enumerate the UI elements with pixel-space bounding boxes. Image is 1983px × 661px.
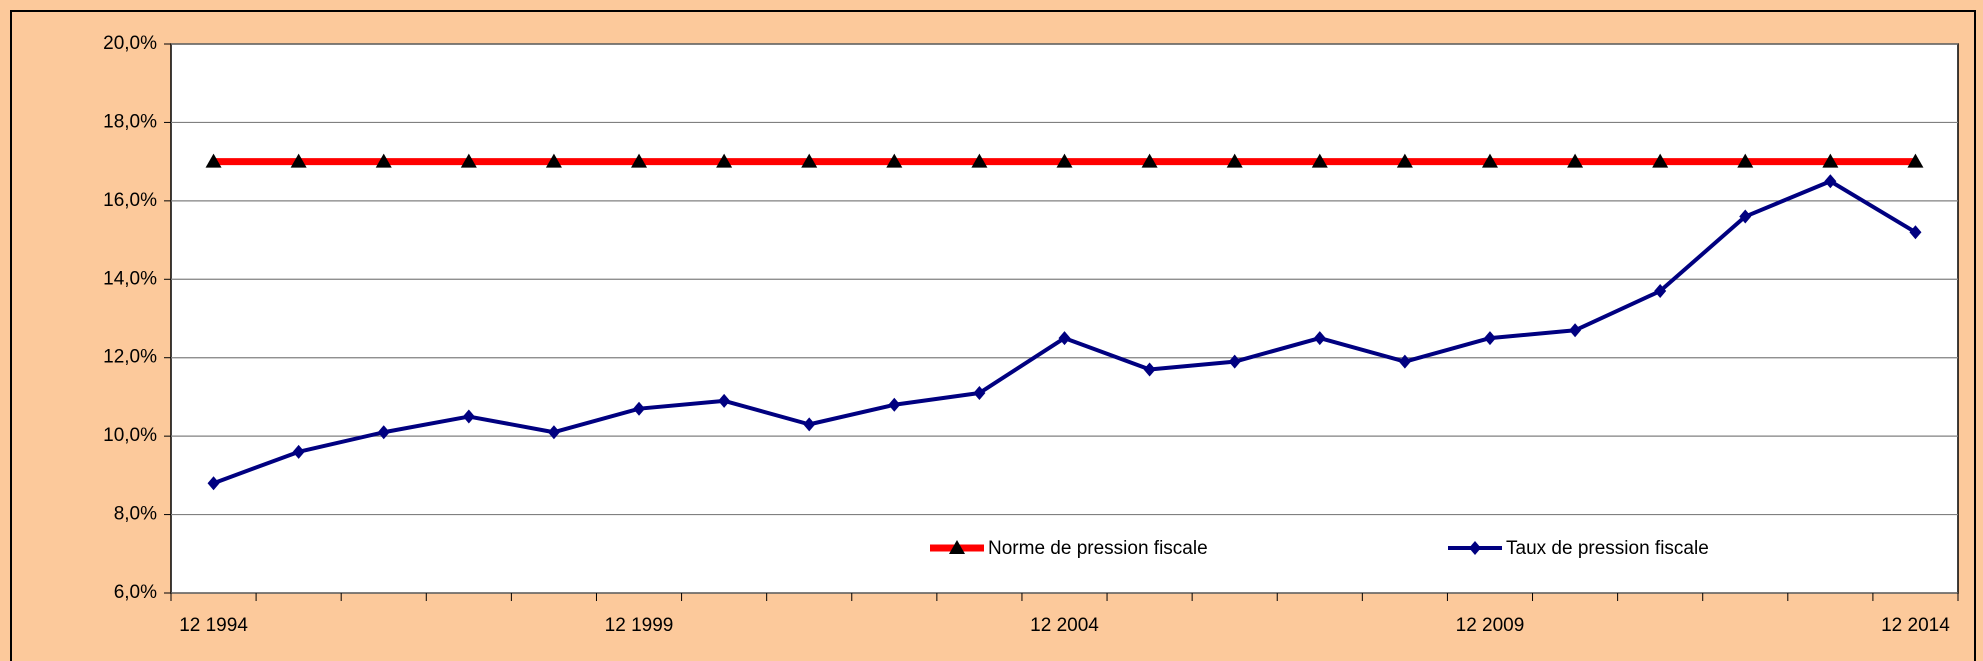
x-tick-label: 12 2009 [1456,615,1525,636]
point [1143,362,1156,377]
point [1569,323,1582,338]
point [1226,153,1243,168]
legend-marker [949,540,965,554]
point [1313,331,1326,346]
point [460,153,477,168]
legend-marker [1469,541,1481,555]
point [886,153,903,168]
point [290,153,307,168]
point [377,425,390,440]
x-tick-label: 12 2014 [1881,615,1950,636]
point [1311,153,1328,168]
point [1396,153,1413,168]
point [1567,153,1584,168]
point [545,153,562,168]
point [292,444,305,459]
point [718,393,731,408]
point [1739,209,1752,224]
point [1909,225,1922,240]
point [801,153,818,168]
point [1058,331,1071,346]
point [803,417,816,432]
point [1907,153,1924,168]
point [547,425,560,440]
plot-area [170,43,1959,594]
y-tick-label: 20,0% [103,33,157,54]
y-tick-label: 10,0% [103,425,157,446]
point [1141,153,1158,168]
x-tick-label: 12 2004 [1030,615,1099,636]
point [716,153,733,168]
y-tick-label: 16,0% [103,190,157,211]
point [1481,153,1498,168]
point [1398,354,1411,369]
point [207,476,220,491]
legend-label: Norme de pression fiscale [988,538,1208,559]
point [205,153,222,168]
x-tick-label: 12 1994 [179,615,248,636]
y-tick-label: 6,0% [114,582,157,603]
point [971,153,988,168]
point [631,153,648,168]
y-tick-label: 8,0% [114,504,157,525]
y-tick-label: 12,0% [103,347,157,368]
point [1822,153,1839,168]
point [1824,174,1837,189]
point [1483,331,1496,346]
point [1228,354,1241,369]
point [633,401,646,416]
point [1056,153,1073,168]
point [1654,284,1667,299]
point [375,153,392,168]
x-tick-label: 12 1999 [605,615,674,636]
y-tick-label: 18,0% [103,111,157,132]
legend-label: Taux de pression fiscale [1506,538,1709,559]
point [1652,153,1669,168]
point [973,386,986,401]
point [1737,153,1754,168]
point [462,409,475,424]
point [888,397,901,412]
y-tick-label: 14,0% [103,268,157,289]
